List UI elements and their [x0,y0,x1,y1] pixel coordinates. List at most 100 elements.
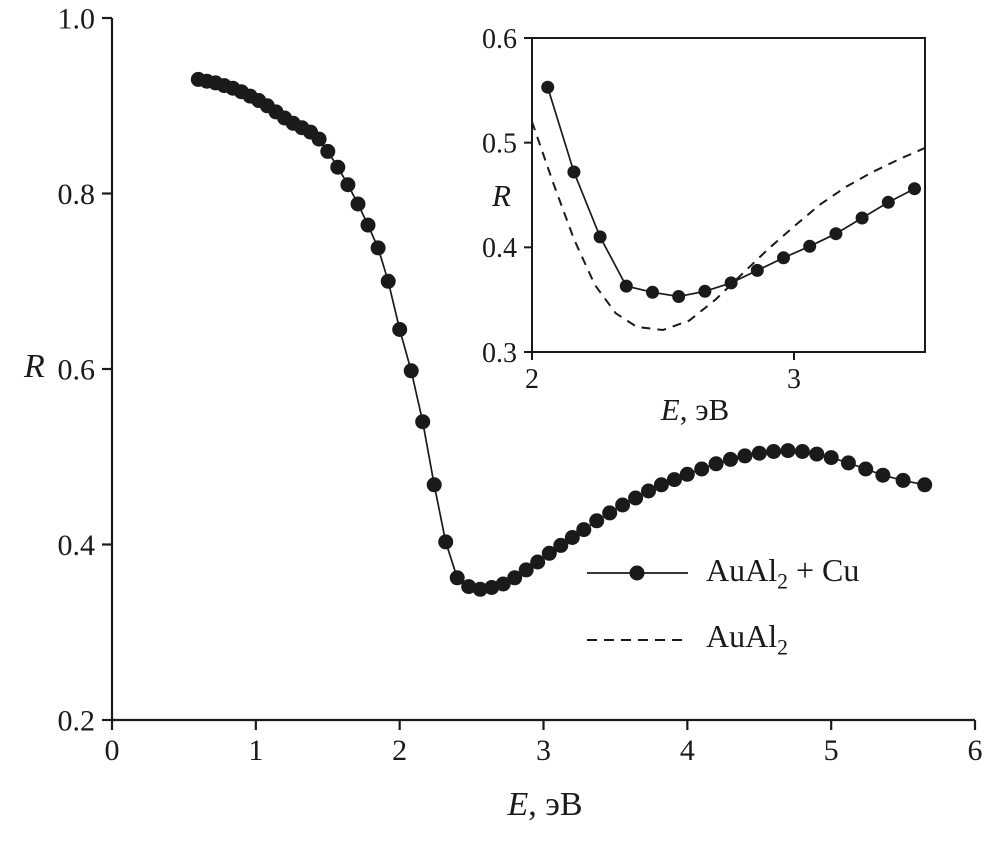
data-point [723,451,738,467]
main-x-tick-label: 5 [824,734,839,767]
data-point [917,477,933,493]
inset-y-tick-label: 0.5 [482,128,517,159]
main-x-tick-label: 0 [105,734,120,767]
data-point [666,472,682,488]
data-point [593,230,607,244]
data-point [840,455,856,471]
data-point [794,444,810,459]
inset-x-axis-label: E, эВ [661,392,729,428]
inset-y-axis-label: R [492,178,511,214]
main-x-tick-label: 6 [968,734,983,767]
main-x-axis-unit: , эВ [528,786,583,823]
data-point [619,279,633,293]
inset-y-tick-label: 0.3 [482,338,517,369]
data-point [679,466,695,482]
main-y-axis-label: R [24,348,45,386]
main-x-axis-label: E, эВ [507,786,582,824]
data-point [809,446,825,462]
data-point [875,467,891,483]
data-point [403,363,419,379]
inset-y-tick-label: 0.6 [482,24,517,55]
main-y-tick-label: 0.4 [58,529,96,562]
data-point [895,472,911,488]
data-point [311,131,327,147]
legend-label-aual2-cu-prefix: AuAl [706,552,778,588]
data-point [553,537,569,553]
data-point [750,263,764,277]
legend-label-aual2-sub: 2 [777,635,788,660]
data-point [370,240,386,256]
data-point [908,182,921,196]
data-point [461,579,477,595]
main-y-tick-label: 0.8 [58,178,96,211]
inset-x-tick-label: 3 [787,364,801,395]
data-point [392,322,408,337]
inset-frame [531,37,926,353]
data-point [829,227,843,241]
main-y-tick-label: 0.6 [58,354,96,387]
data-point [564,530,580,545]
legend-dashed-line-icon [587,638,688,641]
main-x-tick-label: 3 [536,734,551,767]
data-point [415,414,431,430]
data-point [426,477,442,493]
legend: AuAl2 + Cu AuAl2 [585,552,859,661]
legend-label-aual2-cu: AuAl2 + Cu [706,552,859,594]
data-point [360,217,376,233]
data-point [858,461,874,477]
legend-entry-aual2-cu: AuAl2 + Cu [585,552,859,594]
data-point [507,570,523,586]
data-point [751,445,767,461]
data-point [672,290,686,303]
inset-plot: 2 3 0.3 0.4 0.5 0.6 [482,24,926,395]
data-point [628,490,644,506]
data-point [472,581,488,597]
inset-x-axis-variable: E [660,392,680,427]
data-point [653,477,669,493]
data-point [350,196,366,212]
data-point [724,276,738,290]
data-point [602,505,618,521]
data-point [737,448,753,464]
legend-label-aual2-cu-suffix: + Cu [787,552,860,588]
data-point [495,576,511,592]
inset-y-axis-label-text: R [492,178,511,213]
inset-series-dashed-line [531,121,926,332]
data-point [646,285,659,299]
data-point [641,483,656,499]
legend-entry-aual2: AuAl2 [585,618,859,660]
data-point [320,143,336,159]
data-point [708,456,724,472]
data-point [484,580,500,595]
main-x-tick-label: 1 [248,734,263,767]
data-point [823,450,839,466]
main-x-tick-label: 2 [392,734,407,767]
data-point [567,165,581,179]
data-point [589,513,605,529]
data-point [380,273,396,289]
data-point [694,461,710,477]
data-point [330,159,346,175]
inset-y-tick-label: 0.4 [482,233,517,264]
inset-x-tick-label: 2 [525,364,539,395]
data-point [881,195,895,209]
data-point [803,239,817,253]
legend-label-aual2: AuAl2 [706,618,788,660]
data-point [855,211,869,225]
main-y-tick-label: 0.2 [58,705,96,738]
data-point [615,497,631,513]
data-point [766,444,782,459]
data-point [530,554,546,570]
main-x-axis-variable: E [507,786,529,823]
data-point [777,251,790,265]
data-point [340,177,356,193]
data-point [541,80,555,94]
data-point [518,562,534,578]
data-point [541,545,557,561]
main-y-tick-label: 1.0 [58,3,96,36]
data-point [438,534,454,550]
inset-x-axis-unit: , эВ [679,392,730,427]
main-plot: 0 1 2 3 4 5 6 0.2 0.4 0.6 0.8 1.0 [58,3,983,768]
